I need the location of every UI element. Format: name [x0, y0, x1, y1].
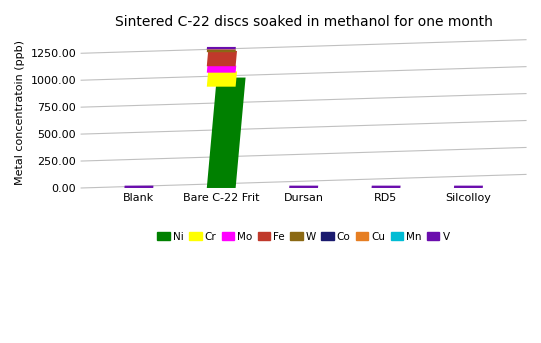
Polygon shape — [454, 186, 483, 188]
Polygon shape — [207, 66, 236, 73]
Polygon shape — [207, 78, 246, 188]
Polygon shape — [207, 51, 237, 66]
Polygon shape — [289, 186, 318, 188]
Y-axis label: Metal concentratoin (ppb): Metal concentratoin (ppb) — [15, 40, 25, 185]
Polygon shape — [372, 186, 400, 188]
Polygon shape — [124, 186, 154, 188]
Title: Sintered C-22 discs soaked in methanol for one month: Sintered C-22 discs soaked in methanol f… — [115, 15, 492, 29]
Polygon shape — [207, 50, 236, 52]
Polygon shape — [207, 47, 236, 49]
Polygon shape — [207, 71, 237, 87]
Legend: Ni, Cr, Mo, Fe, W, Co, Cu, Mn, V: Ni, Cr, Mo, Fe, W, Co, Cu, Mn, V — [153, 228, 454, 246]
Polygon shape — [207, 49, 236, 50]
